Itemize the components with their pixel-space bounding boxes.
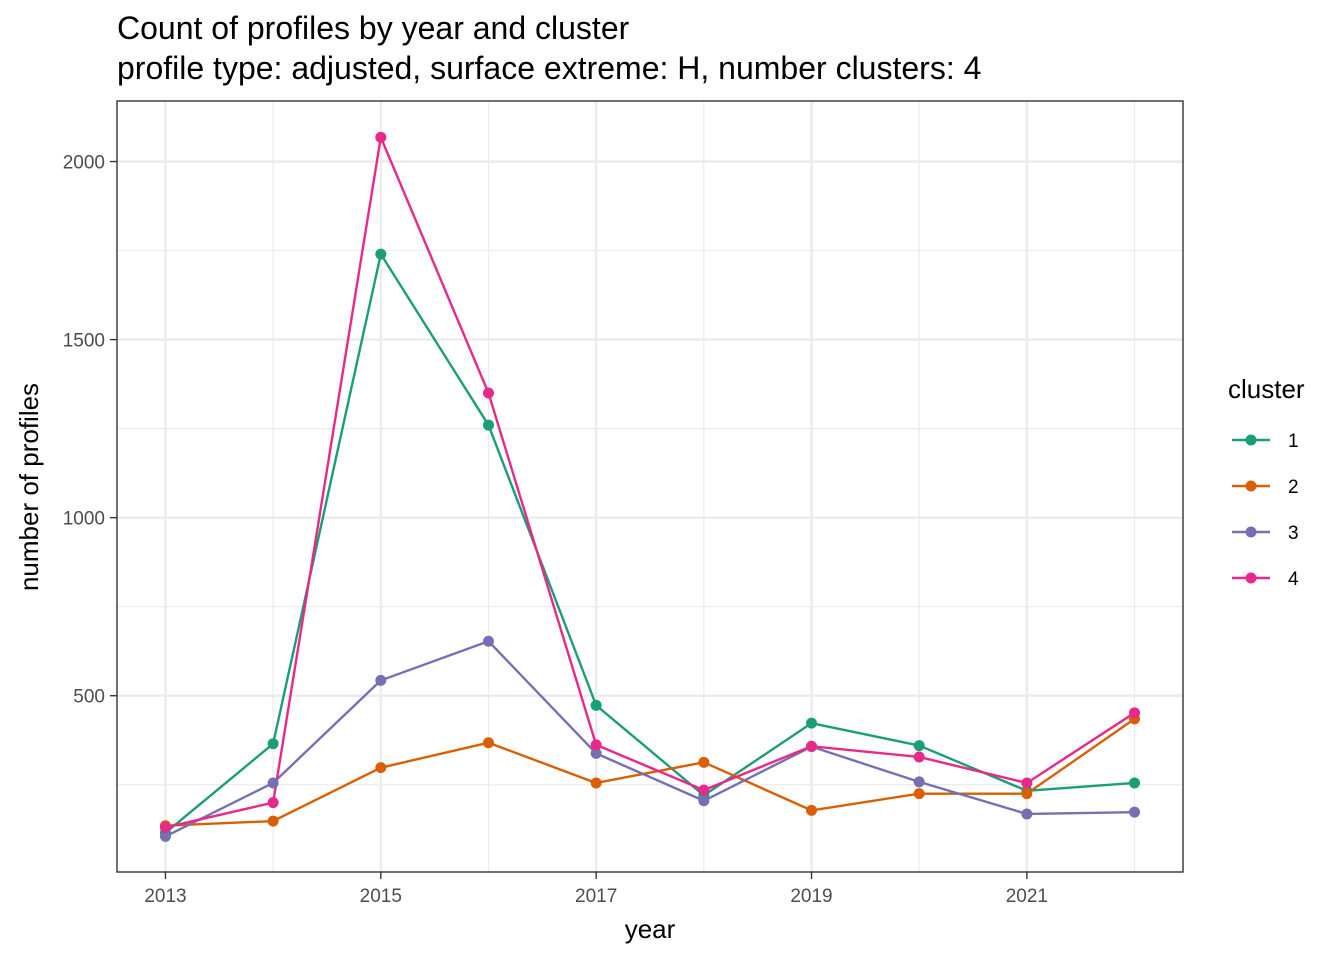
- series-1-point: [375, 248, 387, 260]
- series-1-line: [164, 252, 1135, 834]
- series-3-point: [1021, 808, 1033, 820]
- series-layer: [159, 131, 1141, 842]
- legend: cluster 1 2 3 4: [1228, 374, 1305, 590]
- series-2-point: [806, 804, 818, 816]
- legend-label: 2: [1288, 477, 1299, 498]
- series-2-point: [913, 788, 925, 800]
- series-3-point: [1129, 806, 1141, 818]
- grid-minor: [117, 101, 1183, 872]
- series-1-point: [913, 740, 925, 752]
- x-axis-title: year: [625, 914, 676, 944]
- x-tick-label: 2019: [790, 886, 832, 907]
- series-1-point: [482, 419, 494, 431]
- x-tick-label: 2017: [575, 886, 617, 907]
- plot-panel-border: [116, 100, 1184, 873]
- legend-title: cluster: [1228, 374, 1305, 404]
- series-4-point: [806, 740, 818, 752]
- series-4-point: [1129, 707, 1141, 719]
- y-tick-label: 500: [73, 687, 105, 708]
- y-axis-title: number of profiles: [14, 383, 44, 591]
- series-4-point: [590, 739, 602, 751]
- axis-ticks: [110, 160, 1028, 879]
- series-2-point: [267, 815, 279, 827]
- y-tick-label: 2000: [63, 153, 105, 174]
- series-3-point: [590, 747, 602, 759]
- series-3-point: [267, 777, 279, 789]
- series-1-point: [267, 738, 279, 750]
- series-4-point: [698, 784, 710, 796]
- series-1-point: [1129, 777, 1141, 789]
- y-tick-label: 1000: [63, 509, 105, 530]
- series-3-point: [375, 674, 387, 686]
- series-4-point: [159, 821, 171, 833]
- legend-label: 1: [1288, 431, 1299, 452]
- legend-label: 4: [1288, 569, 1299, 590]
- series-2-point: [590, 777, 602, 789]
- legend-key-point: [1245, 526, 1257, 538]
- series-1-point: [806, 717, 818, 729]
- series-3-point: [698, 795, 710, 807]
- series-3-line: [164, 640, 1135, 838]
- series-2-point: [1021, 788, 1033, 800]
- series-2-point: [698, 756, 710, 768]
- series-4-point: [482, 387, 494, 399]
- series-2-point: [482, 737, 494, 749]
- series-2-line: [165, 717, 1136, 827]
- series-2-point: [375, 762, 387, 774]
- chart-subtitle: profile type: adjusted, surface extreme:…: [117, 50, 982, 86]
- chart-title: Count of profiles by year and cluster: [117, 10, 630, 46]
- x-tick-label: 2021: [1006, 886, 1048, 907]
- grid-major: [117, 101, 1183, 872]
- legend-key-point: [1245, 434, 1257, 446]
- legend-key-point: [1245, 572, 1257, 584]
- x-tick-label: 2015: [360, 886, 402, 907]
- series-4-point: [913, 751, 925, 763]
- series-4-point: [267, 797, 279, 809]
- series-4-line: [165, 136, 1136, 829]
- series-1-point: [590, 699, 602, 711]
- y-tick-label: 1500: [63, 331, 105, 352]
- legend-label: 3: [1288, 523, 1299, 544]
- series-3-point: [913, 776, 925, 788]
- legend-key-point: [1245, 480, 1257, 492]
- series-3-point: [159, 830, 171, 842]
- series-4-point: [375, 131, 387, 143]
- x-tick-label: 2013: [144, 886, 186, 907]
- series-4-point: [1021, 777, 1033, 789]
- series-3-point: [482, 635, 494, 647]
- axis-labels: 500 1000 1500 2000 2013 2015 2017 2019 2021: [63, 153, 1048, 907]
